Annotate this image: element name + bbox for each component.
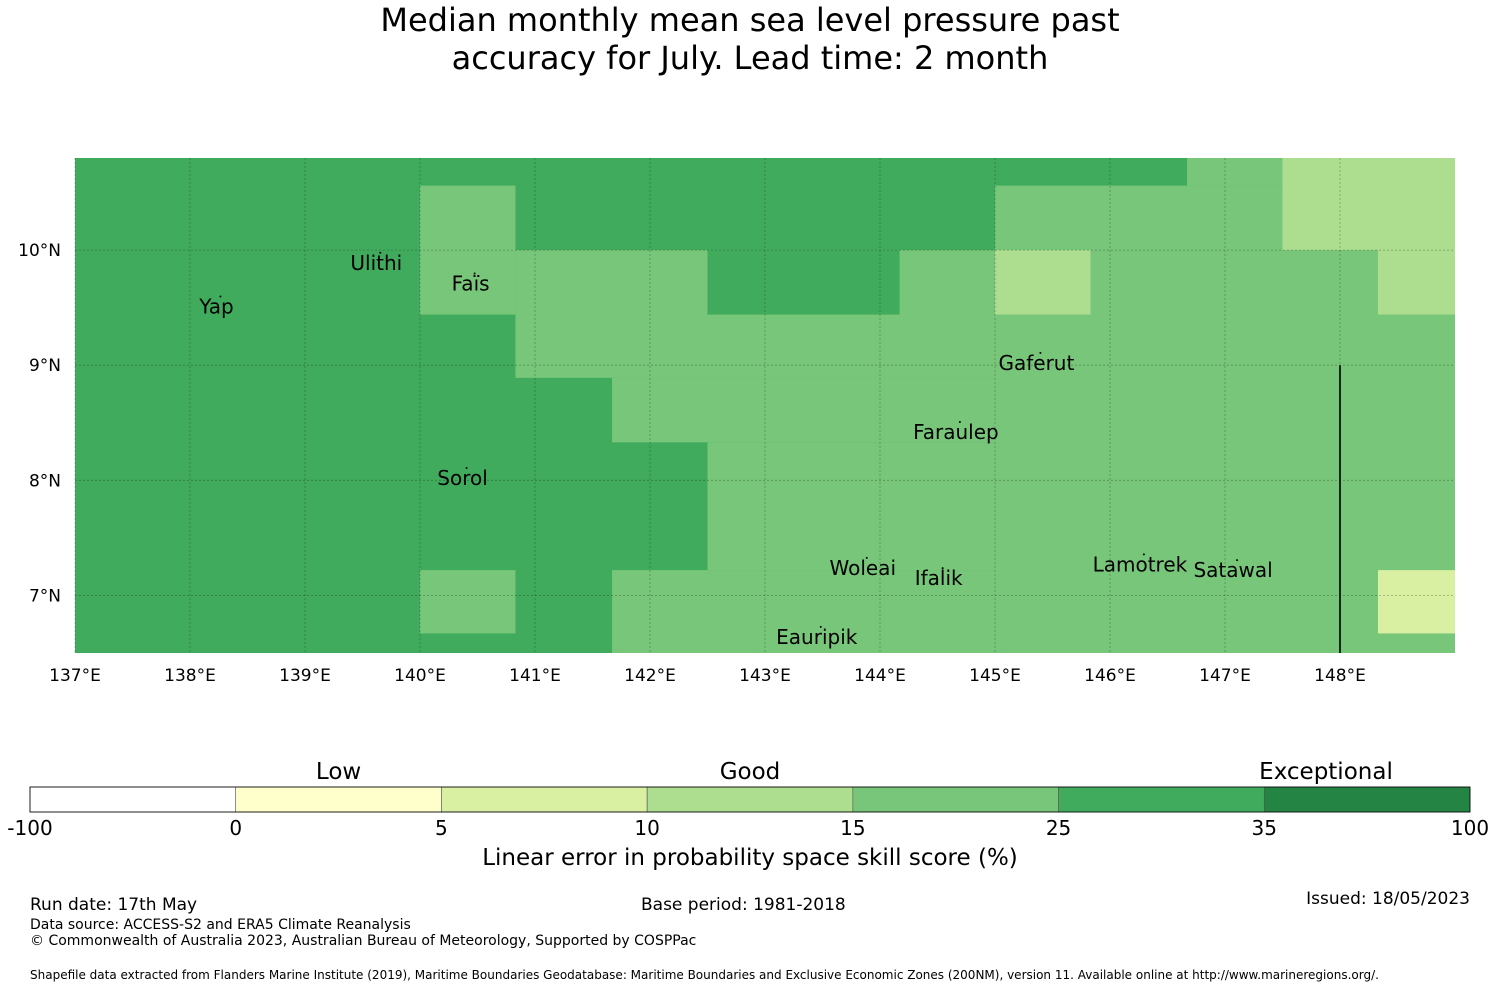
lon-tick-label: 148°E: [1314, 666, 1366, 686]
colorbar-swatch: [29, 786, 237, 813]
lat-tick-label: 9°N: [29, 356, 61, 376]
colorbar-tick-label: 100: [1450, 816, 1490, 840]
place-label: Ulithi: [350, 251, 402, 275]
colorbar-tick-label: 15: [840, 816, 866, 840]
place-label: Satawal: [1193, 558, 1272, 582]
lat-tick-label: 10°N: [18, 241, 61, 261]
shapefile-credit: Shapefile data extracted from Flanders M…: [30, 968, 1379, 982]
colorbar-frame: [29, 786, 1471, 813]
lat-tick-label: 8°N: [29, 471, 61, 491]
lon-tick-label: 143°E: [739, 666, 791, 686]
place-label: Eauripik: [776, 625, 858, 649]
latitude-axis: 7°N 8°N 9°N 10°N: [18, 241, 61, 606]
colorbar-tick-label: -100: [7, 816, 53, 840]
colorbar-swatch: [1263, 786, 1471, 813]
place-label: Gaferut: [998, 351, 1074, 375]
skill-cell: [1377, 570, 1455, 634]
legend-category-exceptional: Exceptional: [1259, 759, 1393, 785]
skill-cell: [420, 185, 516, 315]
colorbar-swatch: [646, 786, 854, 813]
place-labels: Yap Ulithi Faïs Gaferut Faraulep Sorol Woleai I…: [198, 251, 1272, 649]
graticule: [74, 158, 1455, 653]
lon-tick-label: 146°E: [1084, 666, 1136, 686]
island-mark: [941, 567, 944, 570]
copyright: © Commonwealth of Australia 2023, Austra…: [30, 933, 697, 949]
island-mark: [473, 272, 476, 275]
skill-cell: [612, 377, 995, 443]
lon-tick-label: 138°E: [164, 666, 216, 686]
lon-tick-label: 139°E: [279, 666, 331, 686]
skill-cell: [1282, 158, 1455, 251]
lon-tick-label: 147°E: [1199, 666, 1251, 686]
island-mark: [1039, 351, 1042, 354]
legend-category-low: Low: [315, 759, 362, 785]
island-mark: [219, 295, 222, 298]
place-label: Faraulep: [913, 420, 999, 444]
skill-cell: [995, 250, 1091, 315]
island-mark: [379, 251, 382, 254]
skill-grid: [75, 158, 1455, 653]
skill-cell: [420, 570, 516, 634]
colorbar-tick-label: 35: [1251, 816, 1278, 840]
colorbar-tick-label: 25: [1045, 816, 1072, 840]
skill-cell: [1377, 250, 1455, 315]
island-mark: [465, 467, 468, 470]
place-label: Lamotrek: [1093, 552, 1188, 576]
island-mark: [819, 625, 822, 628]
island-mark: [1142, 553, 1145, 556]
map-title-line2: accuracy for July. Lead time: 2 month: [451, 39, 1049, 77]
lon-tick-label: 144°E: [854, 666, 906, 686]
map-figure: Yap Ulithi Faïs Gaferut Faraulep Sorol Woleai I…: [18, 158, 1471, 813]
colorbar-swatch: [235, 786, 442, 813]
lon-tick-label: 140°E: [394, 666, 446, 686]
island-mark: [958, 420, 961, 423]
colorbar-label: Linear error in probability space skill …: [482, 845, 1018, 871]
skill-cell: [612, 570, 995, 653]
lon-tick-label: 145°E: [969, 666, 1021, 686]
legend-category-good: Good: [719, 759, 781, 785]
colorbar-swatch: [1058, 786, 1265, 813]
colorbar-swatch: [441, 786, 648, 813]
issued-date: Issued: 18/05/2023: [1306, 889, 1470, 909]
map-title-line1: Median monthly mean sea level pressure p…: [380, 1, 1120, 39]
map-title: Median monthly mean sea level pressure p…: [0, 0, 1500, 77]
place-label: Woleai: [829, 556, 896, 580]
run-date: Run date: 17th May: [30, 895, 198, 915]
base-period: Base period: 1981-2018: [641, 895, 846, 915]
longitude-axis: 137°E 138°E 139°E 140°E 141°E 142°E 143°E 144°E…: [49, 666, 1366, 686]
skill-cell: [707, 250, 900, 315]
colorbar-swatch: [852, 786, 1059, 813]
lon-tick-label: 141°E: [509, 666, 561, 686]
data-source: Data source: ACCESS-S2 and ERA5 Climate …: [30, 917, 411, 933]
island-mark: [865, 556, 868, 559]
colorbar-tick-label: 5: [435, 816, 448, 840]
place-label: Ifalik: [915, 566, 963, 590]
island-mark: [1236, 559, 1239, 562]
lon-tick-label: 137°E: [49, 666, 101, 686]
colorbar: [29, 786, 1471, 813]
skill-cell: [707, 442, 995, 571]
colorbar-tick-label: 0: [229, 816, 243, 840]
place-label: Sorol: [437, 466, 488, 490]
lon-tick-label: 142°E: [624, 666, 676, 686]
lat-tick-label: 7°N: [29, 586, 61, 606]
place-label: Yap: [198, 295, 233, 319]
colorbar-tick-label: 10: [634, 816, 660, 840]
place-label: Faïs: [452, 271, 490, 295]
skill-cell: [1187, 158, 1283, 186]
